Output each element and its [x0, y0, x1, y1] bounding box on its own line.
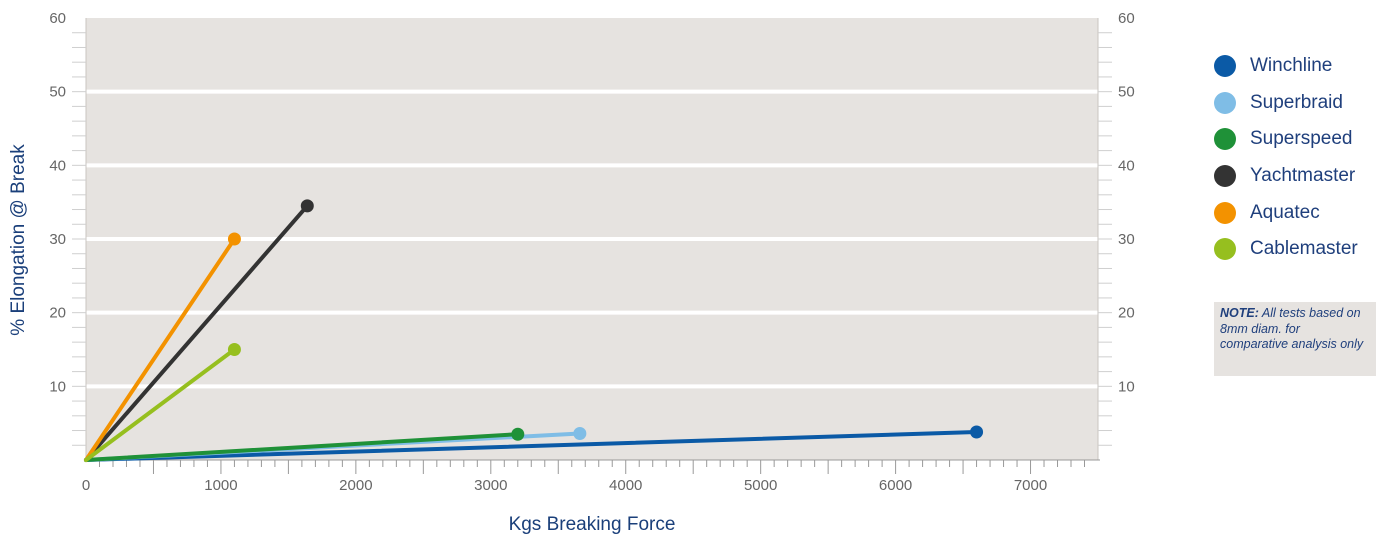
legend-item-winchline: Winchline	[1214, 48, 1358, 85]
right-y-tick-label: 50	[1118, 84, 1135, 101]
data-point-cablemaster	[227, 343, 241, 356]
note-label: NOTE:	[1220, 306, 1259, 320]
legend-label-cablemaster: Cablemaster	[1250, 238, 1358, 260]
legend-label-superbraid: Superbraid	[1250, 91, 1343, 113]
x-tick-label: 4000	[609, 477, 642, 494]
x-tick-label: 1000	[204, 477, 237, 494]
right-y-tick-label: 20	[1118, 305, 1135, 322]
legend-swatch-superspeed	[1214, 128, 1236, 151]
x-tick-label: 6000	[879, 477, 912, 494]
series-line-yachtmaster	[84, 203, 310, 462]
data-point-winchline	[970, 425, 984, 439]
legend-swatch-superbraid	[1214, 91, 1236, 114]
legend-label-superspeed: Superspeed	[1250, 128, 1353, 150]
y-tick-label: 60	[49, 10, 66, 27]
right-y-tick-label: 10	[1118, 378, 1135, 395]
legend-item-superbraid: Superbraid	[1214, 85, 1358, 122]
y-tick-label: 50	[49, 84, 66, 101]
data-point-superbraid	[573, 426, 587, 440]
y-tick-label: 30	[49, 231, 66, 248]
y-axis-title: % Elongation @ Break	[8, 144, 29, 336]
series-line-winchline	[84, 430, 979, 462]
legend-swatch-winchline	[1214, 55, 1236, 78]
legend-item-superspeed: Superspeed	[1214, 121, 1358, 158]
legend-item-aquatec: Aquatec	[1214, 194, 1358, 231]
y-tick-label: 10	[49, 378, 66, 395]
legend-item-cablemaster: Cablemaster	[1214, 231, 1358, 268]
y-tick-label: 40	[49, 157, 66, 174]
series-points	[227, 199, 984, 441]
right-y-tick-label: 30	[1118, 231, 1135, 248]
x-tick-label: 0	[82, 477, 90, 494]
legend-label-yachtmaster: Yachtmaster	[1250, 165, 1356, 187]
legend: Winchline Superbraid Superspeed Yachtmaster…	[1214, 48, 1358, 268]
legend-swatch-yachtmaster	[1214, 165, 1236, 188]
x-tick-label: 5000	[744, 477, 777, 494]
legend-item-yachtmaster: Yachtmaster	[1214, 158, 1358, 195]
right-y-tick-label: 60	[1118, 10, 1135, 27]
legend-swatch-aquatec	[1214, 201, 1236, 224]
x-axis-title: Kgs Breaking Force	[509, 514, 676, 535]
series-line-aquatec	[84, 237, 237, 462]
series-line-superspeed	[84, 432, 520, 462]
x-tick-label: 7000	[1014, 477, 1047, 494]
series-lines	[84, 203, 979, 462]
note-box: NOTE: All tests based on 8mm diam. for c…	[1214, 302, 1376, 376]
legend-label-winchline: Winchline	[1250, 55, 1333, 77]
data-point-yachtmaster	[300, 199, 314, 213]
y-axis-ticks: 10 20 30 40 50 60 10 20 30 40 50 60	[49, 10, 1134, 395]
x-axis-ticks: 0 1000 2000 3000 4000 5000 6000 7000	[82, 477, 1047, 494]
data-point-aquatec	[227, 232, 241, 246]
data-point-superspeed	[511, 427, 525, 441]
x-tick-label: 2000	[339, 477, 372, 494]
legend-label-aquatec: Aquatec	[1250, 201, 1320, 223]
legend-swatch-cablemaster	[1214, 238, 1236, 261]
gridlines	[86, 89, 1098, 389]
series-line-cablemaster	[84, 347, 237, 462]
right-y-tick-label: 40	[1118, 157, 1135, 174]
y-tick-label: 20	[49, 305, 66, 322]
minor-ticks	[72, 18, 1112, 474]
note-text: All tests based on 8mm diam. for compara…	[1220, 306, 1364, 351]
x-tick-label: 3000	[474, 477, 507, 494]
